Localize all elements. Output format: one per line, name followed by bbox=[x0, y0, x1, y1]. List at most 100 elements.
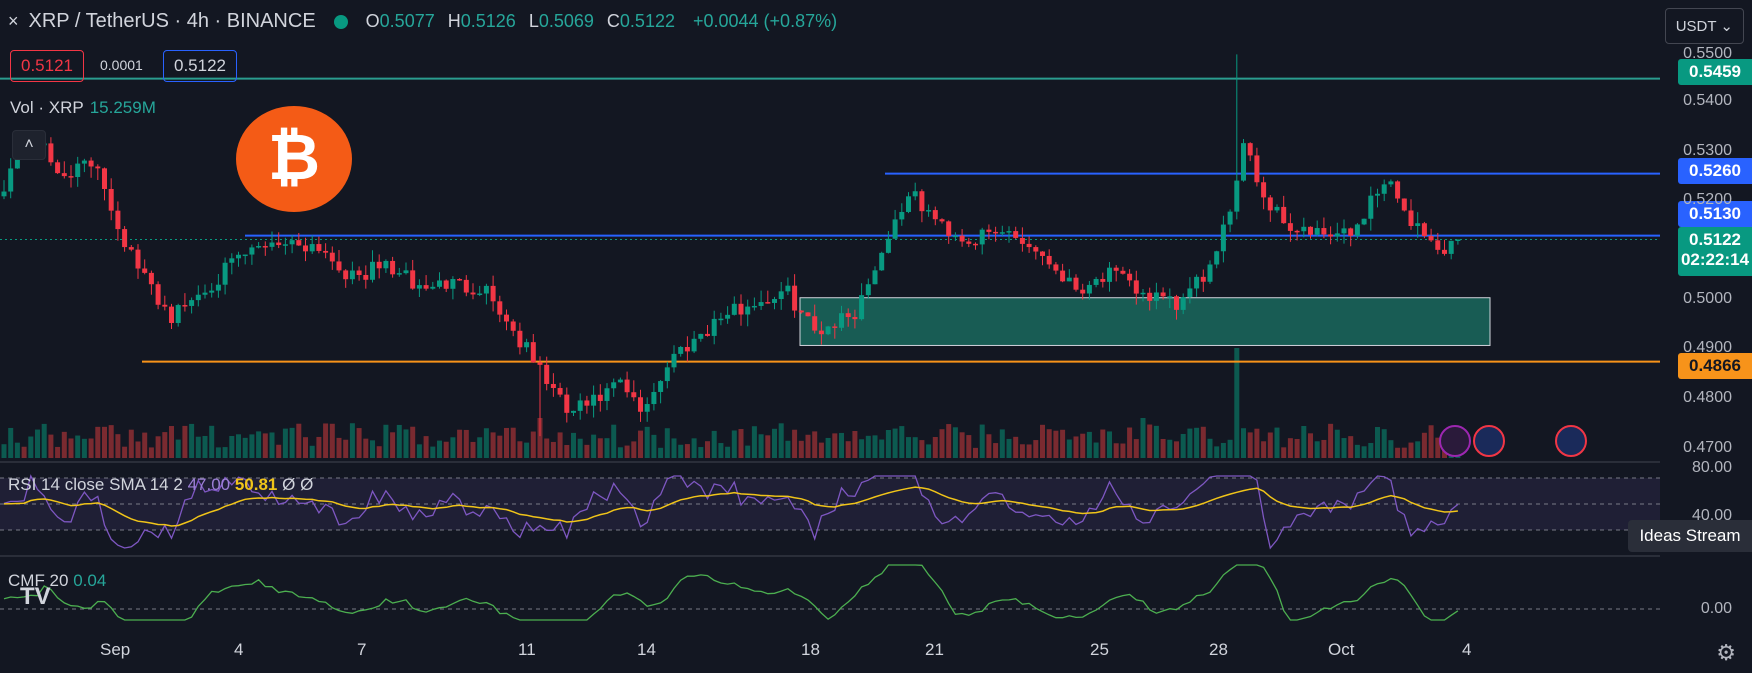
buy-button[interactable]: 0.5122 bbox=[163, 50, 237, 82]
volume-bar bbox=[1180, 433, 1186, 458]
candle-body bbox=[832, 326, 838, 328]
volume-bar bbox=[195, 436, 201, 458]
candle-body bbox=[189, 300, 195, 306]
candle-body bbox=[885, 238, 891, 253]
volume-bar bbox=[550, 441, 556, 458]
volume-bar bbox=[993, 443, 999, 458]
volume-bar bbox=[1401, 447, 1407, 458]
candle-body bbox=[658, 381, 664, 392]
volume-bar bbox=[182, 425, 188, 458]
volume-bar bbox=[1421, 432, 1427, 458]
candle-body bbox=[912, 191, 918, 197]
volume-bar bbox=[1167, 439, 1173, 458]
lightning-icon[interactable] bbox=[1439, 425, 1471, 457]
collapse-icon[interactable]: ˄ bbox=[12, 130, 46, 160]
volume-bar bbox=[959, 432, 965, 458]
volume-bar bbox=[504, 427, 509, 458]
candle-body bbox=[1066, 277, 1072, 282]
candle-body bbox=[1127, 273, 1133, 281]
y-tick: 0.5400 bbox=[1683, 92, 1732, 109]
volume-bar bbox=[35, 429, 40, 458]
candle-body bbox=[859, 295, 865, 320]
candle-body bbox=[115, 210, 121, 230]
volume-bar bbox=[946, 424, 952, 458]
candle-body bbox=[1153, 292, 1159, 301]
candle-body bbox=[477, 293, 483, 296]
volume-bar bbox=[604, 438, 610, 458]
symbol-title[interactable]: XRP / TetherUS · 4h · BINANCE bbox=[28, 10, 316, 32]
volume-bar bbox=[289, 427, 295, 458]
tradingview-logo[interactable]: TV bbox=[20, 583, 51, 610]
candle-body bbox=[906, 196, 911, 212]
x-tick: 4 bbox=[1462, 640, 1472, 659]
volume-bar bbox=[751, 426, 757, 458]
candle-body bbox=[537, 362, 543, 365]
candle-body bbox=[1241, 143, 1246, 181]
volume-bar bbox=[423, 436, 429, 458]
volume-bar bbox=[557, 432, 563, 458]
gear-icon[interactable]: ⚙ bbox=[1716, 640, 1736, 665]
volume-bar bbox=[1274, 427, 1280, 458]
candle-body bbox=[510, 321, 516, 331]
candle-body bbox=[222, 262, 228, 285]
currency-select[interactable]: USDT ⌄ bbox=[1664, 8, 1744, 44]
volume-bar bbox=[611, 424, 617, 458]
volume-bar bbox=[497, 435, 503, 458]
volume-bar bbox=[1187, 428, 1193, 458]
candle-body bbox=[530, 342, 536, 363]
close-icon[interactable]: × bbox=[8, 11, 19, 31]
volume-bar bbox=[477, 437, 483, 458]
rsi-legend[interactable]: RSI 14 close SMA 14 2 47.00 50.81 Ø Ø bbox=[8, 475, 314, 494]
us-flag-icon[interactable] bbox=[1555, 425, 1587, 457]
candle-body bbox=[1, 191, 7, 197]
candle-body bbox=[155, 284, 161, 305]
volume-bar bbox=[1100, 429, 1106, 458]
candle-body bbox=[242, 254, 248, 257]
volume-bar bbox=[155, 436, 161, 458]
volume-bar bbox=[906, 437, 911, 458]
volume-bar bbox=[1354, 444, 1360, 458]
candle-body bbox=[1147, 292, 1153, 301]
candle-body bbox=[256, 246, 262, 248]
candle-body bbox=[68, 176, 74, 178]
candle-body bbox=[162, 304, 168, 307]
candle-body bbox=[490, 285, 496, 302]
volume-bar bbox=[135, 441, 141, 458]
candle-body bbox=[209, 290, 215, 293]
price-tag-0.4866: 0.4866 bbox=[1678, 353, 1752, 379]
us-flag-icon[interactable] bbox=[1473, 425, 1505, 457]
candle-body bbox=[463, 279, 469, 293]
candle-body bbox=[946, 221, 952, 236]
candle-body bbox=[872, 270, 878, 285]
candle-body bbox=[1086, 284, 1092, 294]
cmf-legend[interactable]: CMF 20 0.04 bbox=[8, 571, 107, 590]
candle-body bbox=[798, 310, 804, 313]
volume-bar bbox=[966, 435, 972, 458]
candle-body bbox=[410, 270, 416, 289]
candle-body bbox=[1348, 228, 1354, 236]
ideas-stream-button[interactable]: Ideas Stream bbox=[1628, 520, 1752, 552]
volume-bar bbox=[370, 440, 375, 458]
volume-bar bbox=[1200, 426, 1206, 458]
volume-bar bbox=[731, 430, 737, 458]
volume-bar bbox=[1060, 429, 1066, 458]
volume-bar bbox=[1174, 441, 1179, 458]
volume-bar bbox=[1147, 424, 1153, 458]
sell-button[interactable]: 0.5121 bbox=[10, 50, 84, 82]
candle-body bbox=[343, 270, 349, 280]
candle-body bbox=[128, 247, 134, 250]
volume-bar bbox=[256, 431, 262, 458]
volume-bar bbox=[376, 446, 382, 458]
volume-bar bbox=[705, 441, 710, 458]
volume-bar bbox=[1267, 432, 1273, 458]
candle-body bbox=[892, 219, 898, 239]
volume-bar bbox=[939, 429, 945, 458]
candle-body bbox=[1207, 264, 1213, 282]
candle-body bbox=[8, 168, 14, 192]
candle-body bbox=[818, 330, 824, 335]
candle-body bbox=[1046, 255, 1052, 265]
volume-bar bbox=[122, 446, 128, 458]
volume-bar bbox=[885, 429, 891, 458]
volume-bar bbox=[805, 434, 811, 458]
